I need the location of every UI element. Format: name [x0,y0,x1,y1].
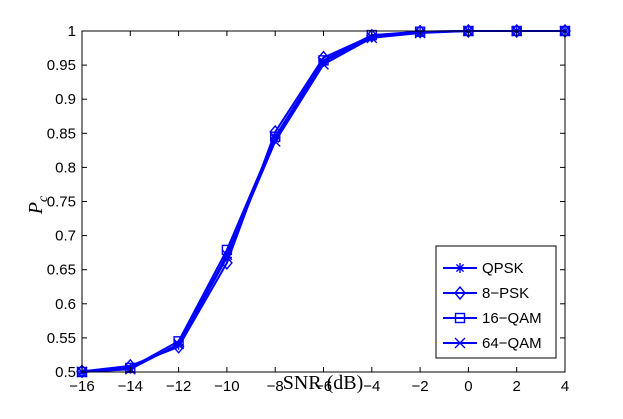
y-tick-label: 0.9 [55,91,76,108]
x-tick-label: −12 [166,378,191,395]
data-point [510,23,523,39]
legend-marker [454,285,466,301]
y-tick-label: 1 [68,23,76,40]
data-point [173,338,185,350]
data-point [462,23,475,39]
plot-frame [81,30,566,373]
y-tick-label: 0.55 [47,330,76,347]
x-tick-label: 2 [513,378,521,395]
legend-label: 64−QAM [482,335,542,352]
legend-entry: 16−QAM [443,310,542,327]
legend-marker [455,263,465,273]
legend-label: 16−QAM [482,310,542,327]
data-point [318,58,329,70]
x-tick-label: −14 [118,378,143,395]
y-tick-label: 0.8 [55,159,76,176]
x-tick-label: −6 [315,378,332,395]
x-tick-label: 0 [464,378,472,395]
legend-label: 8−PSK [482,285,529,302]
y-tick-label: 0.95 [47,57,76,74]
y-tick-label: 0.75 [47,194,76,211]
data-point [414,26,426,37]
y-tick-label: 0.6 [55,296,76,313]
y-tick-label: 0.7 [55,228,76,245]
legend-entry: QPSK [443,260,524,277]
data-point [269,135,281,147]
y-tick-label: 0.65 [47,262,76,279]
x-tick-labels: −16 −14 −12 −10 −8 −6 −4 −2 0 2 4 [69,378,569,395]
legend-entry: 8−PSK [443,285,529,302]
legend-marker [454,312,466,324]
x-axis-label: SNR (dB) [283,372,364,394]
x-tick-label: −2 [412,378,429,395]
x-tick-label: −16 [69,378,94,395]
legend: QPSK 8−PSK 16−QAM 64−QAM [435,245,557,359]
legend-entry: 64−QAM [443,335,542,352]
legend-label: QPSK [482,260,524,277]
svg-text:Pc: Pc [25,195,51,215]
y-tick-label: 0.5 [55,364,76,381]
y-axis-label: Pc [25,195,51,215]
y-axis-label-sub: c [36,195,51,202]
x-tick-label: 4 [561,378,569,395]
data-point [173,336,184,347]
y-tick-label: 0.85 [47,125,76,142]
y-tick-labels: 0.5 0.55 0.6 0.65 0.7 0.75 0.8 0.85 0.9 0.95 1 [47,23,76,381]
legend-marker [454,337,466,349]
data-point [366,32,378,44]
x-tick-label: −10 [214,378,239,395]
x-tick-label: −4 [363,378,380,395]
y-axis-label-main: P [25,202,47,215]
x-tick-label: −8 [267,378,284,395]
data-point [221,249,233,261]
